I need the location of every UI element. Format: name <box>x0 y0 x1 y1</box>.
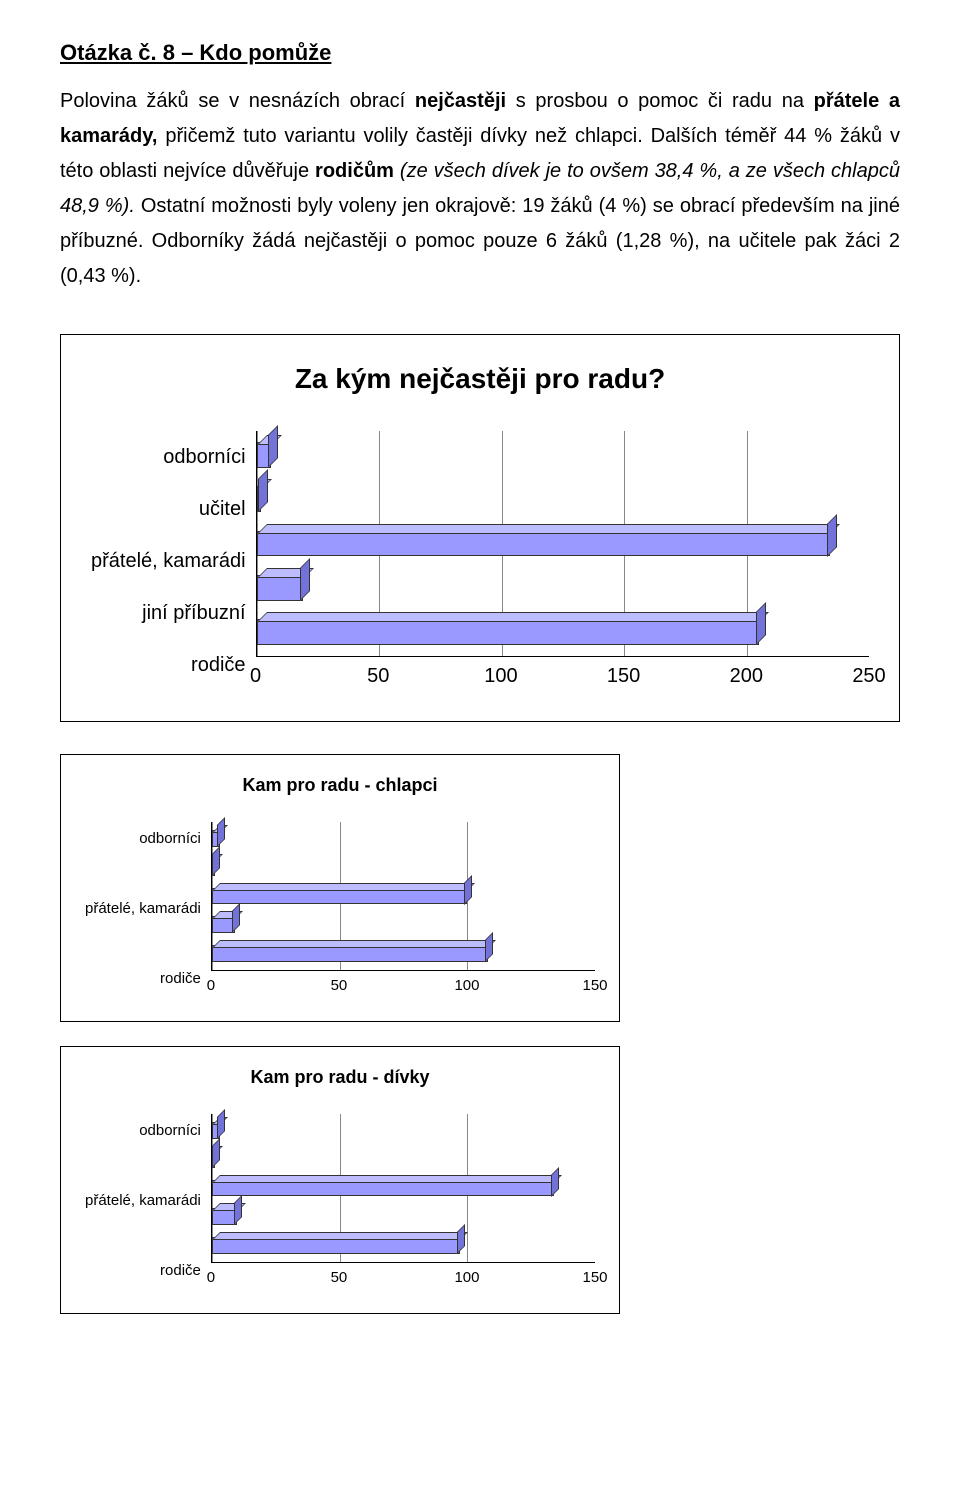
para-bold: nejčastěji <box>415 90 506 112</box>
bar <box>212 888 467 905</box>
y-axis-label: rodiče <box>85 1255 201 1289</box>
y-axis-label: přátelé, kamarádi <box>85 893 201 927</box>
body-paragraph: Polovina žáků se v nesnázích obrací nejč… <box>60 84 900 294</box>
bar <box>212 1122 220 1139</box>
y-axis-label: přátelé, kamarádi <box>91 538 246 584</box>
bar <box>212 1237 460 1254</box>
para-text: s prosbou o pomoc či radu na <box>506 90 814 112</box>
chart-main: Za kým nejčastěji pro radu? odborníci uči… <box>60 334 900 722</box>
x-axis-tick: 250 <box>852 665 885 688</box>
y-axis-label: učitel <box>91 486 246 532</box>
y-axis-label: odborníci <box>85 1115 201 1149</box>
x-axis-tick: 200 <box>730 665 763 688</box>
chart-boys: Kam pro radu - chlapci odborníci přátelé,… <box>60 754 620 1022</box>
chart-title: Kam pro radu - dívky <box>85 1067 595 1088</box>
y-axis-label: odborníci <box>91 434 246 480</box>
bar <box>212 859 215 876</box>
bar <box>212 1180 554 1197</box>
bar <box>257 619 759 645</box>
y-axis-label <box>85 1150 201 1184</box>
y-axis-label: rodiče <box>91 642 246 688</box>
bar <box>257 486 262 512</box>
x-axis-tick: 150 <box>582 1269 607 1286</box>
y-axis-label: rodiče <box>85 963 201 997</box>
para-bold: rodičům <box>315 160 394 182</box>
y-axis-label <box>85 1220 201 1254</box>
x-axis-tick: 0 <box>207 1269 215 1286</box>
para-text: Polovina žáků se v nesnázích obrací <box>60 90 415 112</box>
bar <box>257 442 272 468</box>
y-axis-label <box>85 928 201 962</box>
y-axis-label: jiní příbuzní <box>91 590 246 636</box>
x-axis-tick: 100 <box>484 665 517 688</box>
bar <box>257 575 304 601</box>
chart-title: Za kým nejčastěji pro radu? <box>91 363 869 395</box>
y-axis-label: přátelé, kamarádi <box>85 1185 201 1219</box>
chart-plot: odbornícipřátelé, kamarádirodiče05010015… <box>85 822 595 997</box>
x-axis-tick: 50 <box>367 665 389 688</box>
x-axis-tick: 50 <box>331 1269 348 1286</box>
y-axis-label <box>85 858 201 892</box>
x-axis-tick: 50 <box>331 977 348 994</box>
chart-plot: odborníci učitel přátelé, kamarádi jiní pří… <box>91 431 869 691</box>
bar <box>212 916 235 933</box>
bar <box>257 531 830 557</box>
bar <box>212 1208 238 1225</box>
question-heading: Otázka č. 8 – Kdo pomůže <box>60 40 900 66</box>
x-axis-tick: 150 <box>582 977 607 994</box>
bar <box>212 1151 215 1168</box>
chart-title: Kam pro radu - chlapci <box>85 775 595 796</box>
chart-plot: odbornícipřátelé, kamarádirodiče05010015… <box>85 1114 595 1289</box>
x-axis-tick: 0 <box>207 977 215 994</box>
chart-girls: Kam pro radu - dívky odborníci přátelé, k… <box>60 1046 620 1314</box>
para-text: Ostatní možnosti byly voleny jen okrajov… <box>60 195 900 287</box>
x-axis-tick: 150 <box>607 665 640 688</box>
bar <box>212 945 488 962</box>
x-axis-tick: 100 <box>454 977 479 994</box>
y-axis-label: odborníci <box>85 823 201 857</box>
x-axis-tick: 0 <box>250 665 261 688</box>
x-axis-tick: 100 <box>454 1269 479 1286</box>
bar <box>212 830 220 847</box>
